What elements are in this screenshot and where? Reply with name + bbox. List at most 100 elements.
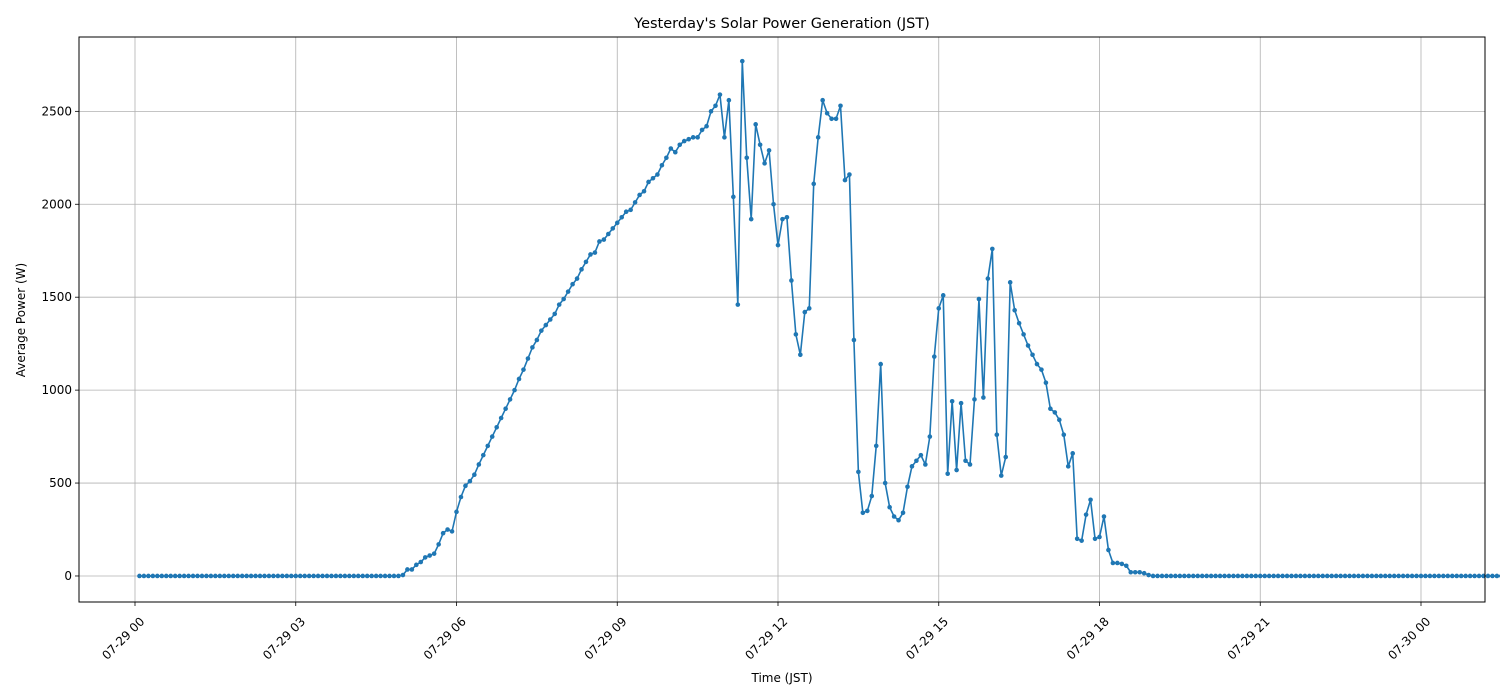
data-point (1235, 573, 1241, 579)
data-point (525, 356, 531, 361)
data-point (498, 415, 504, 421)
data-point (1190, 573, 1196, 579)
data-point (963, 458, 968, 464)
data-point (333, 573, 339, 579)
data-point (1454, 573, 1460, 579)
data-point (284, 573, 290, 579)
data-point (177, 573, 182, 579)
data-point (137, 573, 142, 579)
data-point (1360, 573, 1366, 579)
data-point (222, 573, 227, 579)
data-point (1409, 573, 1415, 579)
data-point (1342, 573, 1348, 579)
data-point (686, 136, 691, 142)
data-point (543, 322, 549, 328)
data-point (1289, 573, 1294, 579)
data-point (713, 103, 718, 109)
data-point (1485, 573, 1491, 579)
data-point (248, 573, 254, 579)
chart-title: Yesterday's Solar Power Generation (JST) (633, 16, 930, 32)
data-point (1208, 573, 1214, 579)
data-point (856, 469, 861, 475)
data-point (1003, 454, 1009, 460)
data-point (900, 510, 906, 516)
data-point (637, 192, 642, 198)
data-point (931, 354, 937, 359)
data-point (664, 155, 669, 161)
data-point (1307, 573, 1312, 579)
data-point (1177, 573, 1183, 579)
data-point (1119, 561, 1125, 567)
data-point (905, 484, 910, 490)
data-point (802, 309, 808, 315)
data-point (1293, 573, 1299, 579)
data-point (467, 478, 473, 484)
data-point (190, 573, 196, 579)
data-point (690, 135, 696, 140)
data-point (1097, 534, 1102, 540)
data-point (1249, 573, 1254, 579)
data-point (195, 573, 200, 579)
data-point (1150, 573, 1156, 579)
data-point (360, 573, 366, 579)
data-point (699, 127, 705, 133)
data-point (257, 573, 263, 579)
data-point (552, 311, 558, 317)
data-point (708, 109, 714, 114)
data-point (396, 573, 401, 579)
data-point (449, 529, 455, 534)
data-point (1396, 573, 1401, 579)
data-point (757, 142, 763, 148)
data-point (1441, 573, 1446, 579)
data-point (440, 530, 446, 536)
data-point (1061, 432, 1067, 438)
data-point (530, 345, 535, 350)
data-point (882, 480, 888, 486)
data-point (695, 135, 700, 140)
data-point (614, 220, 620, 226)
data-point (1132, 569, 1138, 575)
data-point (1128, 569, 1134, 575)
data-point (351, 573, 357, 579)
data-point (918, 452, 924, 458)
data-point (1021, 332, 1026, 337)
data-point (972, 397, 977, 402)
data-point (655, 172, 660, 177)
data-point (1351, 573, 1357, 579)
data-point (798, 352, 803, 358)
data-point (1048, 406, 1053, 412)
data-point (480, 452, 486, 458)
data-point (1432, 573, 1437, 579)
data-point (414, 562, 419, 568)
data-point (1025, 343, 1031, 348)
data-point (847, 172, 852, 177)
data-point (378, 573, 383, 579)
data-point (1012, 307, 1017, 313)
data-point (753, 122, 758, 127)
data-point (945, 471, 950, 477)
y-tick-label: 2000 (41, 197, 72, 211)
data-point (896, 517, 901, 523)
data-point (601, 237, 607, 242)
data-point (405, 567, 410, 572)
data-point (1476, 573, 1482, 579)
data-point (793, 332, 799, 337)
data-point (204, 573, 209, 579)
data-point (1182, 573, 1187, 579)
data-point (1316, 573, 1321, 579)
data-point (981, 395, 986, 400)
data-point (1141, 570, 1147, 576)
data-point (293, 573, 299, 579)
data-point (521, 367, 526, 372)
data-point (391, 573, 397, 579)
data-point (1418, 573, 1424, 579)
data-point (516, 376, 522, 382)
data-point (909, 464, 915, 469)
data-point (1414, 573, 1419, 579)
data-point (1123, 563, 1129, 569)
data-point (632, 200, 638, 205)
data-point (771, 201, 776, 207)
y-axis-label: Average Power (W) (14, 263, 28, 377)
data-point (1445, 573, 1451, 579)
